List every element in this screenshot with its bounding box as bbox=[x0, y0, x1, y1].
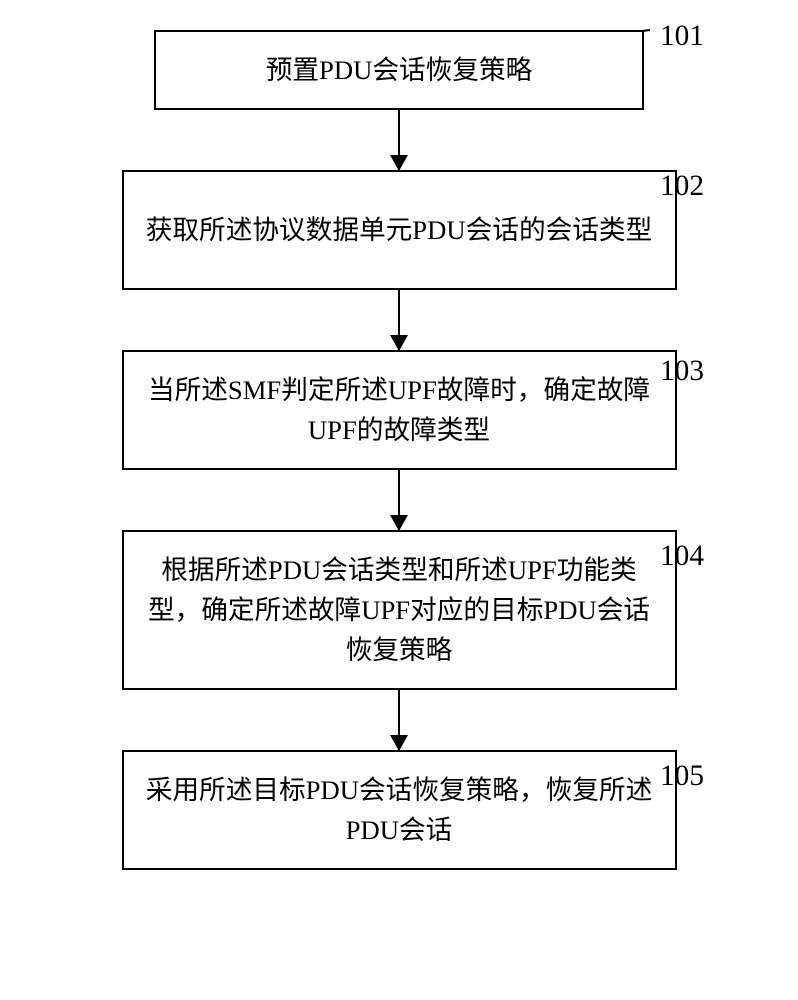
flowchart: 预置PDU会话恢复策略获取所述协议数据单元PDU会话的会话类型当所述SMF判定所… bbox=[50, 30, 748, 870]
flow-node-n5: 采用所述目标PDU会话恢复策略，恢复所述PDU会话 bbox=[122, 750, 677, 870]
step-number-label: 101 bbox=[660, 20, 704, 53]
step-number-label: 102 bbox=[660, 170, 704, 203]
page: 预置PDU会话恢复策略获取所述协议数据单元PDU会话的会话类型当所述SMF判定所… bbox=[0, 0, 798, 1000]
flow-node-n1: 预置PDU会话恢复策略 bbox=[154, 30, 644, 110]
arrow-head-icon bbox=[390, 335, 408, 351]
step-number-label: 105 bbox=[660, 760, 704, 793]
step-number-label: 104 bbox=[660, 540, 704, 573]
step-number-label: 103 bbox=[660, 355, 704, 388]
flow-node-text: 获取所述协议数据单元PDU会话的会话类型 bbox=[146, 210, 652, 250]
flow-arrow bbox=[398, 290, 400, 350]
flow-arrow bbox=[398, 690, 400, 750]
flow-arrow bbox=[398, 470, 400, 530]
flow-node-text: 当所述SMF判定所述UPF故障时，确定故障UPF的故障类型 bbox=[144, 370, 655, 450]
step-number-text: 104 bbox=[660, 540, 704, 572]
step-number-text: 103 bbox=[660, 355, 704, 387]
flow-arrow bbox=[398, 110, 400, 170]
flow-node-text: 采用所述目标PDU会话恢复策略，恢复所述PDU会话 bbox=[144, 770, 655, 850]
flow-node-text: 根据所述PDU会话类型和所述UPF功能类型，确定所述故障UPF对应的目标PDU会… bbox=[144, 550, 655, 670]
arrow-head-icon bbox=[390, 515, 408, 531]
flow-node-n4: 根据所述PDU会话类型和所述UPF功能类型，确定所述故障UPF对应的目标PDU会… bbox=[122, 530, 677, 690]
arrow-head-icon bbox=[390, 155, 408, 171]
flow-node-n3: 当所述SMF判定所述UPF故障时，确定故障UPF的故障类型 bbox=[122, 350, 677, 470]
step-number-text: 102 bbox=[660, 170, 704, 202]
step-number-text: 101 bbox=[660, 20, 704, 52]
arrow-head-icon bbox=[390, 735, 408, 751]
flow-node-n2: 获取所述协议数据单元PDU会话的会话类型 bbox=[122, 170, 677, 290]
step-number-text: 105 bbox=[660, 760, 704, 792]
flow-node-text: 预置PDU会话恢复策略 bbox=[266, 50, 533, 90]
